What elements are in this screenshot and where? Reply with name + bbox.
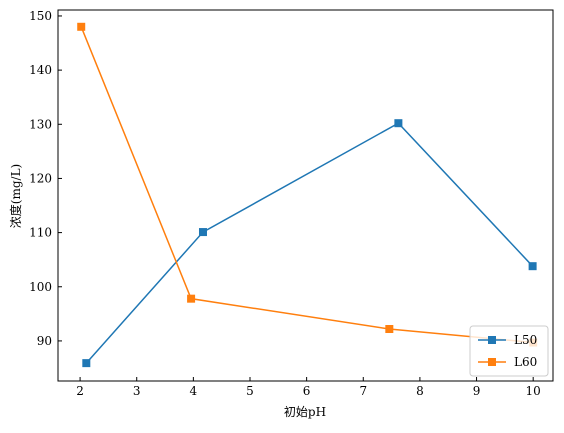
x-tick-label: 6 <box>303 384 311 398</box>
marker <box>82 359 91 368</box>
marker <box>528 262 537 271</box>
x-tick-label: 5 <box>246 384 254 398</box>
y-tick-label: 130 <box>29 117 52 131</box>
y-tick-label: 110 <box>29 226 52 240</box>
legend-marker <box>488 336 496 344</box>
x-tick-label: 9 <box>473 384 481 398</box>
y-tick-label: 140 <box>29 63 52 77</box>
marker <box>385 325 394 334</box>
y-tick-label: 120 <box>29 171 52 185</box>
x-tick-label: 8 <box>416 384 424 398</box>
x-tick-label: 10 <box>526 384 541 398</box>
marker <box>187 294 196 303</box>
y-tick-label: 90 <box>37 334 52 348</box>
x-axis-label: 初始pH <box>284 405 326 419</box>
x-tick-label: 3 <box>133 384 141 398</box>
x-tick-label: 7 <box>359 384 367 398</box>
x-tick-label: 2 <box>76 384 84 398</box>
series-line <box>80 26 534 344</box>
legend-marker <box>488 358 496 366</box>
x-tick-label: 4 <box>190 384 198 398</box>
legend-label: L60 <box>514 355 537 369</box>
y-tick-label: 150 <box>29 9 52 23</box>
legend-label: L50 <box>514 333 537 347</box>
y-tick-label: 100 <box>29 280 52 294</box>
series-line <box>85 122 534 364</box>
y-axis-label: 浓度(mg/L) <box>8 164 23 228</box>
marker <box>394 119 403 128</box>
marker <box>77 22 86 31</box>
plot-frame <box>57 9 554 382</box>
marker <box>198 228 207 237</box>
